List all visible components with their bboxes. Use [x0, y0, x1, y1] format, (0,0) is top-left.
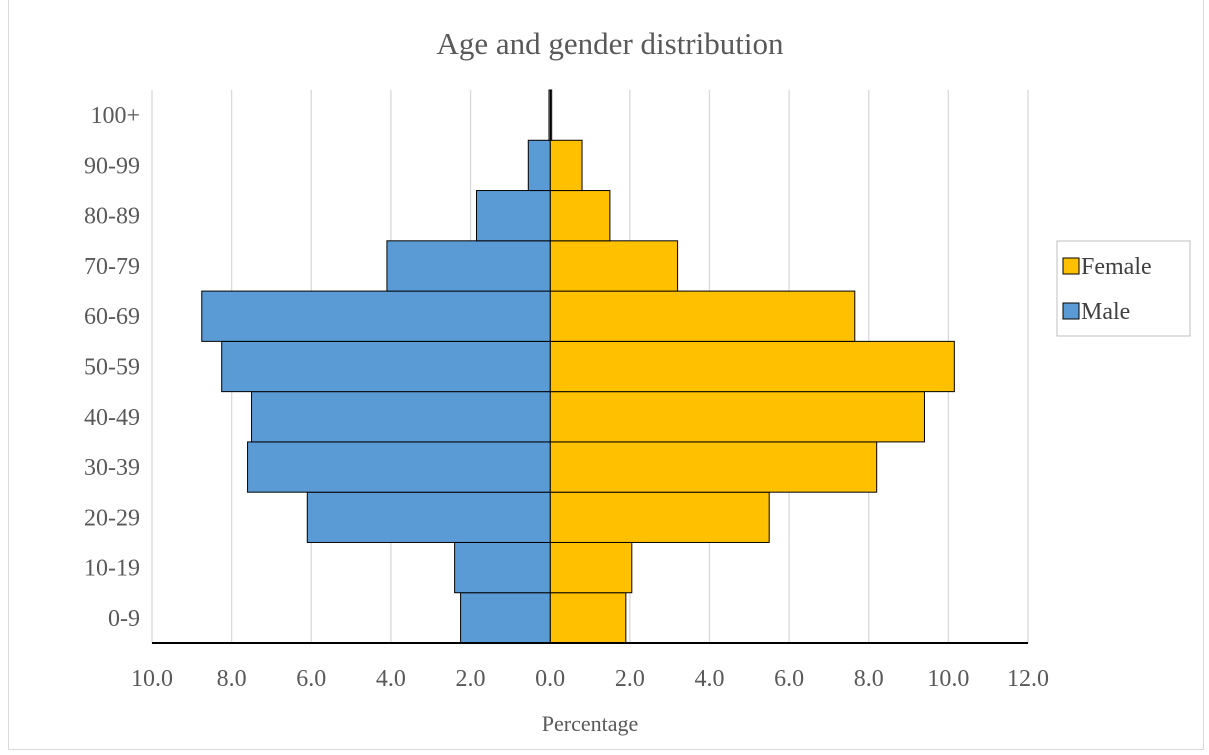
y-tick-label: 30-39 — [84, 455, 140, 481]
x-tick-label: 4.0 — [376, 666, 406, 692]
y-tick-label: 40-49 — [84, 405, 140, 431]
x-tick-label: 8.0 — [217, 666, 247, 692]
y-tick-label: 80-89 — [84, 204, 140, 230]
bar-female-70-79 — [549, 240, 679, 292]
bar-male-30-39 — [247, 441, 551, 493]
bar-female-30-39 — [549, 441, 878, 493]
bars — [201, 89, 955, 644]
bar-male-70-79 — [386, 240, 551, 292]
bar-male-40-49 — [251, 391, 551, 443]
x-tick-label: 8.0 — [854, 666, 884, 692]
x-tick-label: 12.0 — [1007, 666, 1049, 692]
y-tick-label: 90-99 — [84, 153, 140, 179]
x-tick-label: 10.0 — [927, 666, 969, 692]
legend-label-male: Male — [1081, 299, 1130, 325]
bar-male-10-19 — [454, 541, 551, 594]
y-tick-label: 20-29 — [84, 505, 140, 531]
bar-female-90-99 — [549, 139, 583, 192]
bar-female-10-19 — [549, 541, 633, 594]
legend-swatch-male — [1062, 302, 1080, 320]
x-tick-label: 4.0 — [694, 666, 724, 692]
bar-male-50-59 — [221, 340, 551, 393]
bar-male-60-69 — [201, 290, 551, 342]
bar-male-90-99 — [527, 139, 551, 192]
bar-male-0-9 — [460, 592, 551, 644]
y-tick-label: 100+ — [90, 103, 140, 129]
x-tick-label: 10.0 — [131, 666, 173, 692]
x-axis-tick-labels: 10.0 8.0 6.0 4.0 2.0 0.0 2.0 4.0 6.0 8.0 10.0 12.0 — [131, 666, 1049, 692]
chart-area — [8, 0, 1204, 750]
bar-male-80-89 — [476, 190, 551, 242]
x-tick-label: 6.0 — [296, 666, 326, 692]
bar-male-20-29 — [306, 491, 551, 543]
y-tick-label: 70-79 — [84, 254, 140, 280]
bar-male-100+ — [548, 89, 551, 141]
bar-female-20-29 — [549, 491, 770, 543]
y-tick-label: 60-69 — [84, 304, 140, 330]
bar-female-60-69 — [549, 290, 856, 342]
x-tick-label: 6.0 — [774, 666, 804, 692]
bar-female-0-9 — [549, 592, 627, 644]
x-tick-label: 2.0 — [615, 666, 645, 692]
legend-label-female: Female — [1081, 254, 1152, 280]
bar-female-80-89 — [549, 190, 611, 242]
chart-title: Age and gender distribution — [437, 26, 784, 61]
x-axis-title: Percentage — [542, 711, 639, 736]
y-tick-label: 50-59 — [84, 355, 140, 381]
legend-swatch-female — [1062, 257, 1080, 275]
bar-female-40-49 — [549, 391, 925, 443]
y-axis-tick-labels: 0-9 10-19 20-29 30-39 40-49 50-59 60-69 70-79 80… — [84, 103, 140, 632]
x-tick-label: 2.0 — [456, 666, 486, 692]
legend: Female Male — [1056, 240, 1191, 337]
legend-box — [1056, 240, 1191, 337]
y-tick-label: 10-19 — [84, 556, 140, 582]
x-tick-label: 0.0 — [535, 666, 565, 692]
y-tick-label: 0-9 — [108, 606, 140, 632]
bar-female-50-59 — [549, 340, 955, 393]
